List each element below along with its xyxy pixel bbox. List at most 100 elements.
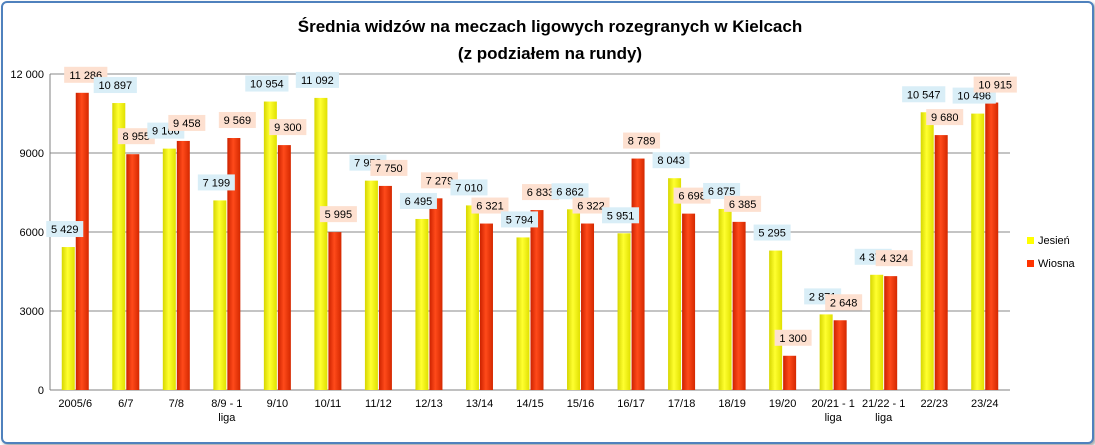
data-label-background xyxy=(572,197,610,214)
data-label-jesien: 8 043 xyxy=(652,152,690,169)
data-label-text: 10 897 xyxy=(98,80,132,92)
data-label-text: 7 750 xyxy=(375,163,403,175)
x-tick-label: 16/17 xyxy=(617,398,645,410)
bar-jesien xyxy=(567,209,581,390)
data-label-text: 5 995 xyxy=(325,209,353,221)
x-tick-label: 6/7 xyxy=(118,398,133,410)
data-label-text: 9 458 xyxy=(173,118,201,130)
bar-wiosna xyxy=(277,145,291,390)
data-label-jesien: 10 897 xyxy=(93,77,137,94)
data-label-background xyxy=(117,128,155,145)
data-label-wiosna: 6 698 xyxy=(673,187,711,204)
data-label-background xyxy=(93,77,137,94)
data-label-text: 6 385 xyxy=(729,199,757,211)
data-label-wiosna: 6 321 xyxy=(471,197,509,214)
legend-label: Jesień xyxy=(1038,235,1070,247)
x-tick-label: 20/21 - 1 liga xyxy=(811,398,854,424)
data-label-text: 1 300 xyxy=(779,333,807,345)
data-label-background xyxy=(703,182,741,199)
data-label-text: 6 322 xyxy=(577,201,605,213)
bar-wiosna xyxy=(126,154,140,390)
legend: Jesień Wiosna xyxy=(1027,235,1076,270)
bar-jesien xyxy=(112,103,126,391)
data-label-text: 6 321 xyxy=(476,201,504,213)
data-label-jesien: 5 429 xyxy=(46,221,84,238)
data-label-wiosna: 4 324 xyxy=(875,250,913,267)
bar-jesien xyxy=(769,250,783,390)
x-tick-label: 7/8 xyxy=(169,398,184,410)
y-tick-label: 6000 xyxy=(20,227,44,239)
data-label-background xyxy=(420,172,458,189)
data-label-jesien: 6 862 xyxy=(551,183,589,200)
x-tick-label: 15/16 xyxy=(567,398,595,410)
data-label-text: 2 648 xyxy=(830,297,858,309)
x-tick-label: 14/15 xyxy=(516,398,544,410)
data-label-jesien: 11 092 xyxy=(295,71,339,88)
x-tick-label: 12/13 xyxy=(415,398,443,410)
data-label-background xyxy=(450,179,488,196)
data-label-background xyxy=(295,71,339,88)
data-label-wiosna: 10 915 xyxy=(973,76,1017,93)
data-label-background xyxy=(623,132,661,149)
data-label-wiosna: 2 648 xyxy=(825,294,863,311)
bar-jesien xyxy=(718,208,732,390)
gridlines xyxy=(50,73,1010,391)
x-tick-label: 18/19 xyxy=(718,398,746,410)
data-label-background xyxy=(973,76,1017,93)
data-label-text: 6 875 xyxy=(708,186,736,198)
data-label-background xyxy=(673,187,711,204)
bar-wiosna xyxy=(479,223,493,390)
data-label-text: 10 954 xyxy=(250,79,284,91)
bar-jesien xyxy=(364,180,378,390)
data-label-text: 6 698 xyxy=(678,191,706,203)
bar-jesien xyxy=(314,97,328,390)
x-tick-label: 11/12 xyxy=(365,398,392,410)
data-label-text: 5 429 xyxy=(51,224,79,236)
data-label-text: 6 862 xyxy=(556,186,584,198)
data-label-background xyxy=(269,119,307,136)
bar-wiosna xyxy=(985,102,999,391)
data-label-background xyxy=(399,192,437,209)
data-label-wiosna: 7 750 xyxy=(370,159,408,176)
data-label-jesien: 5 295 xyxy=(753,224,791,241)
data-label-wiosna: 1 300 xyxy=(774,329,812,346)
x-tick-label: 13/14 xyxy=(466,398,494,410)
data-label-background xyxy=(602,207,640,224)
x-tick-label: 10/11 xyxy=(315,398,342,410)
bar-wiosna xyxy=(833,320,847,390)
bar-jesien xyxy=(61,247,75,390)
data-label-wiosna: 6 322 xyxy=(572,197,610,214)
data-label-jesien: 6 875 xyxy=(703,182,741,199)
bar-jesien xyxy=(415,218,429,390)
data-label-text: 6 833 xyxy=(527,187,555,199)
data-label-jesien: 10 547 xyxy=(902,86,946,103)
x-tick-label: 23/24 xyxy=(971,398,999,410)
data-label-text: 10 547 xyxy=(907,89,941,101)
data-label-background xyxy=(218,112,256,129)
y-tick-label: 12 000 xyxy=(10,69,44,81)
x-tick-label: 9/10 xyxy=(267,398,288,410)
legend-item-jesien: Jesień xyxy=(1027,235,1070,247)
y-tick-label: 0 xyxy=(38,385,44,397)
data-label-wiosna: 8 955 xyxy=(117,128,155,145)
data-label-text: 9 300 xyxy=(274,122,302,134)
bar-jesien xyxy=(516,237,530,390)
bar-wiosna xyxy=(227,138,241,390)
data-label-text: 8 789 xyxy=(628,136,656,148)
data-label-text: 7 279 xyxy=(426,175,454,187)
bar-jesien xyxy=(263,101,277,390)
bar-wiosna xyxy=(682,213,696,390)
data-label-text: 8 955 xyxy=(123,131,151,143)
data-label-text: 7 199 xyxy=(203,177,231,189)
data-label-background xyxy=(926,109,964,126)
bar-wiosna xyxy=(328,232,342,390)
y-tick-label: 3000 xyxy=(20,306,44,318)
x-axis: 2005/6 6/7 7/8 8/9 - 1 liga 9/10 10/11 11/12 12/… xyxy=(58,398,998,424)
data-label-background xyxy=(652,152,690,169)
data-label-jesien: 5 794 xyxy=(501,211,538,228)
bar-jesien xyxy=(668,178,682,390)
data-label-background xyxy=(501,211,538,228)
x-tick-label: 2005/6 xyxy=(58,398,92,410)
